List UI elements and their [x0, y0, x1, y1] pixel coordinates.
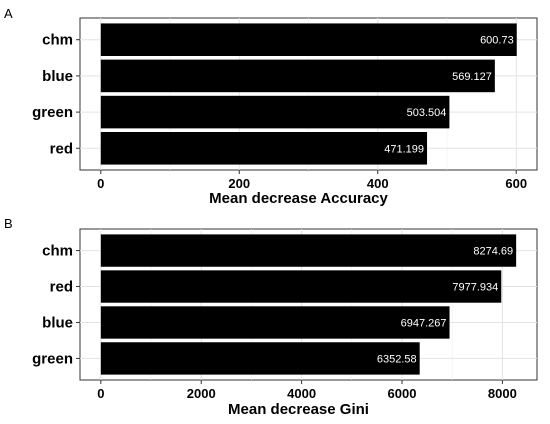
value-label-chm: 600.73 — [480, 35, 514, 47]
x-tick-label: 2000 — [187, 386, 216, 401]
x-tick-label: 6000 — [388, 386, 417, 401]
category-label-red: red — [50, 279, 73, 296]
bar-chm — [100, 234, 517, 267]
panel-a-letter: A — [4, 6, 13, 21]
x-axis-title: Mean decrease Gini — [228, 401, 369, 418]
value-label-red: 7977.934 — [452, 282, 498, 294]
category-label-blue: blue — [42, 68, 73, 85]
category-label-red: red — [50, 140, 73, 157]
category-label-chm: chm — [42, 32, 73, 49]
x-axis-title: Mean decrease Accuracy — [209, 190, 388, 207]
bar-blue — [100, 59, 495, 93]
category-label-blue: blue — [42, 314, 73, 331]
value-label-blue: 6947.267 — [401, 317, 447, 329]
value-label-green: 6352.58 — [377, 353, 417, 365]
bar-chm — [100, 23, 517, 56]
panel-a-chart: 600.73 chm 569.127 blue 503.504 green 471.199 r… — [32, 17, 538, 207]
value-label-red: 471.199 — [384, 143, 424, 155]
x-tick-label: 8000 — [488, 386, 517, 401]
value-label-blue: 569.127 — [452, 71, 492, 83]
value-label-chm: 8274.69 — [473, 246, 513, 258]
category-label-chm: chm — [42, 243, 73, 260]
x-tick-label: 400 — [367, 176, 389, 191]
bar-red — [100, 270, 502, 303]
value-label-green: 503.504 — [407, 107, 447, 119]
bar-red — [100, 132, 428, 165]
category-label-green: green — [32, 350, 73, 367]
bar-blue — [100, 306, 450, 339]
x-tick-label: 0 — [97, 386, 104, 401]
x-tick-label: 200 — [228, 176, 250, 191]
panel-b-chart: 8274.69 chm 7977.934 red 6947.267 blue 6352.58… — [32, 228, 538, 418]
bar-green — [100, 342, 420, 375]
x-tick-label: 4000 — [287, 386, 316, 401]
category-label-green: green — [32, 104, 73, 121]
panel-b-letter: B — [4, 216, 13, 231]
x-tick-label: 600 — [505, 176, 527, 191]
x-tick-label: 0 — [97, 176, 104, 191]
bar-green — [100, 95, 450, 129]
